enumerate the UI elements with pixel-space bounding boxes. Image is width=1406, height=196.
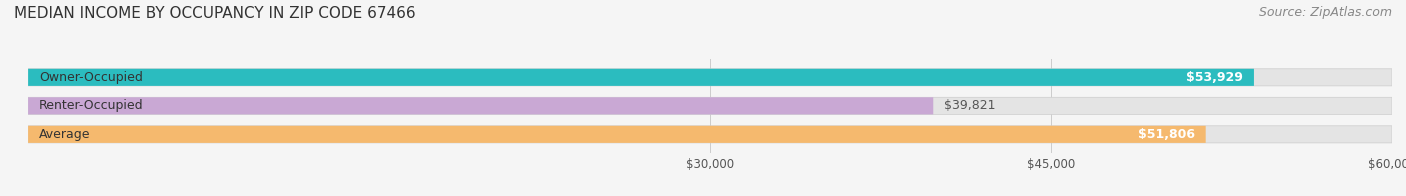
Text: $53,929: $53,929 [1187, 71, 1243, 84]
FancyBboxPatch shape [28, 69, 1254, 86]
Text: $39,821: $39,821 [945, 99, 995, 112]
FancyBboxPatch shape [28, 126, 1392, 143]
Text: MEDIAN INCOME BY OCCUPANCY IN ZIP CODE 67466: MEDIAN INCOME BY OCCUPANCY IN ZIP CODE 6… [14, 6, 416, 21]
Text: Source: ZipAtlas.com: Source: ZipAtlas.com [1258, 6, 1392, 19]
Text: Average: Average [39, 128, 90, 141]
FancyBboxPatch shape [28, 97, 934, 114]
Text: $51,806: $51,806 [1137, 128, 1195, 141]
FancyBboxPatch shape [28, 69, 1392, 86]
FancyBboxPatch shape [28, 126, 1206, 143]
Text: Renter-Occupied: Renter-Occupied [39, 99, 143, 112]
FancyBboxPatch shape [28, 97, 1392, 114]
Text: Owner-Occupied: Owner-Occupied [39, 71, 143, 84]
